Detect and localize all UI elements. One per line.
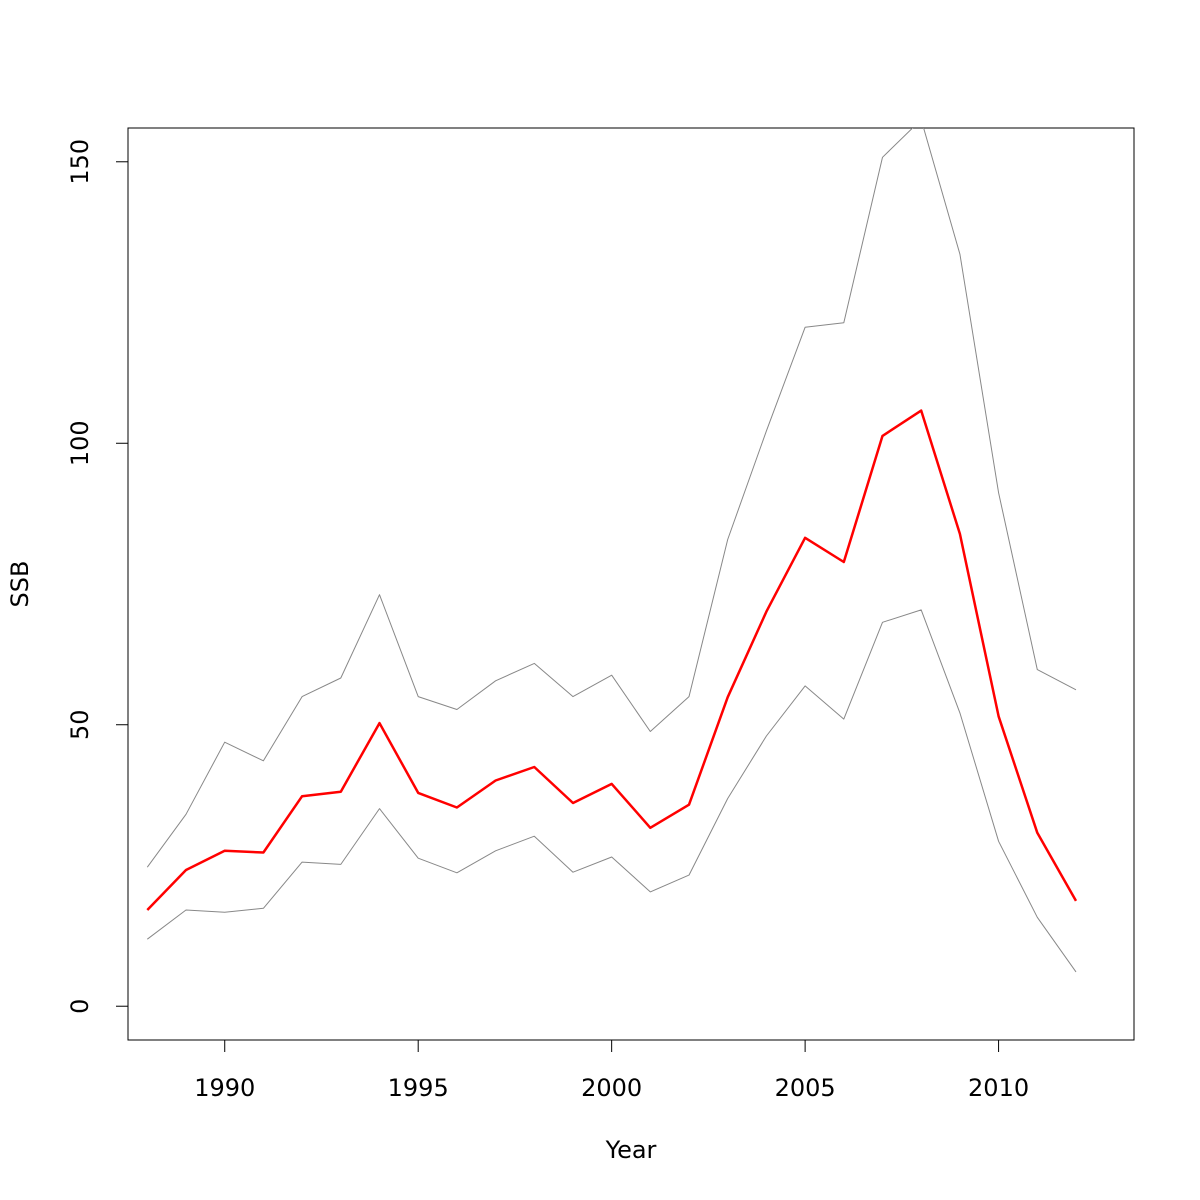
y-tick-label: 0	[66, 999, 94, 1014]
y-axis-label: SSB	[6, 561, 34, 608]
x-axis-label: Year	[605, 1136, 657, 1164]
series-line-lower	[146, 609, 1077, 973]
x-tick-label: 1990	[194, 1074, 255, 1102]
y-axis: 0 50 100 150	[66, 139, 129, 1014]
y-tick-label: 150	[66, 139, 94, 185]
x-tick-label: 2005	[775, 1074, 836, 1102]
y-tick-label: 100	[66, 420, 94, 466]
y-tick-label: 50	[66, 709, 94, 740]
series-line-estimate	[146, 409, 1078, 911]
x-axis: 1990 1995 2000 2005 2010	[194, 1039, 1029, 1102]
series-layer	[146, 128, 1078, 973]
x-tick-label: 2000	[581, 1074, 642, 1102]
x-tick-label: 2010	[968, 1074, 1029, 1102]
plot-area-frame	[127, 127, 1135, 1041]
x-tick-label: 1995	[388, 1074, 449, 1102]
series-line-upper	[146, 128, 1077, 868]
